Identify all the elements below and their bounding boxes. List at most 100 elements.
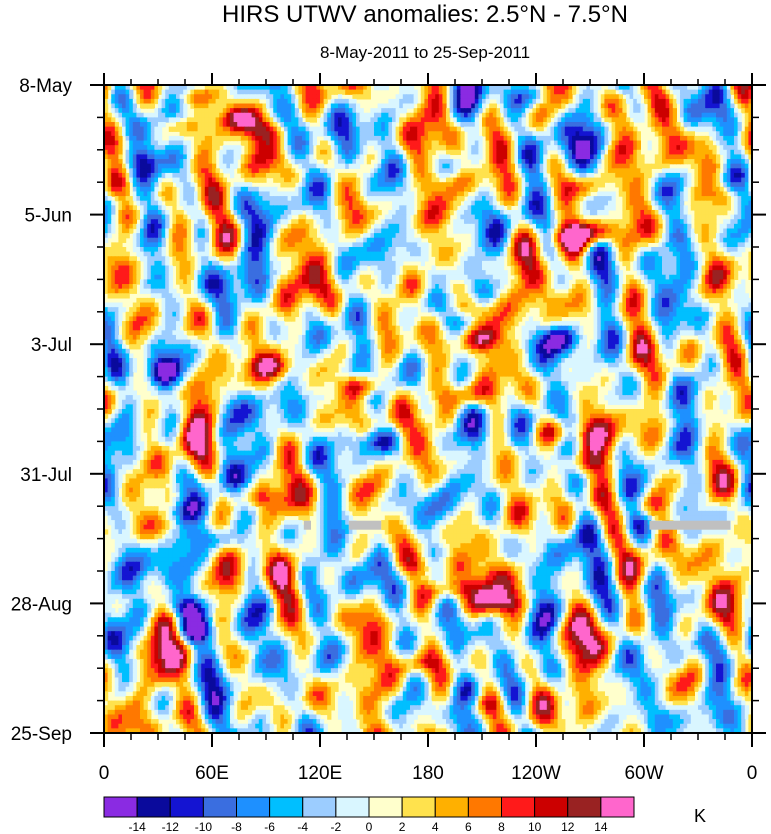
field-cell — [154, 98, 159, 105]
field-cell — [716, 131, 721, 137]
field-cell — [550, 94, 555, 100]
field-cell — [244, 108, 249, 114]
field-cell — [474, 223, 479, 230]
field-cell — [428, 135, 433, 142]
field-cell — [554, 140, 559, 146]
field-cell — [284, 135, 289, 142]
field-cell — [212, 209, 217, 216]
field-cell — [114, 172, 119, 179]
field-cell — [726, 172, 731, 179]
field-cell — [276, 94, 281, 100]
field-cell — [536, 191, 541, 197]
field-cell — [521, 177, 526, 183]
field-cell — [734, 140, 739, 146]
field-cell — [280, 85, 285, 91]
field-cell — [438, 140, 443, 146]
field-cell — [194, 126, 199, 132]
field-cell — [708, 98, 713, 105]
field-cell — [438, 219, 443, 225]
field-cell — [748, 209, 753, 216]
field-cell — [593, 223, 598, 230]
field-cell — [496, 177, 501, 183]
field-cell — [669, 126, 674, 132]
field-cell — [654, 108, 659, 114]
field-cell — [366, 131, 371, 137]
field-cell — [197, 159, 202, 165]
field-cell — [316, 191, 321, 197]
field-cell — [140, 209, 145, 216]
field-cell — [197, 89, 202, 95]
field-cell — [230, 163, 235, 169]
field-cell — [467, 98, 472, 105]
field-cell — [320, 200, 325, 206]
field-cell — [204, 163, 209, 169]
field-cell — [474, 191, 479, 197]
field-cell — [154, 214, 159, 220]
field-cell — [510, 168, 515, 174]
field-cell — [334, 196, 339, 202]
field-cell — [579, 154, 584, 160]
field-cell — [586, 172, 591, 179]
field-cell — [680, 177, 685, 183]
field-cell — [395, 131, 400, 137]
field-cell — [215, 172, 220, 179]
field-cell — [640, 172, 645, 179]
field-cell — [302, 154, 307, 160]
field-cell — [204, 191, 209, 197]
field-cell — [212, 177, 217, 183]
field-cell — [150, 168, 155, 174]
field-cell — [748, 182, 753, 188]
field-cell — [741, 214, 746, 220]
field-cell — [190, 89, 195, 95]
field-cell — [334, 149, 339, 156]
field-cell — [302, 126, 307, 132]
field-cell — [708, 103, 713, 109]
field-cell — [417, 200, 422, 206]
field-cell — [111, 177, 116, 183]
field-cell — [550, 209, 555, 216]
field-cell — [586, 103, 591, 109]
field-cell — [323, 85, 328, 91]
field-cell — [464, 117, 469, 123]
field-cell — [287, 117, 292, 123]
field-cell — [514, 85, 519, 91]
field-cell — [586, 186, 591, 193]
field-cell — [680, 154, 685, 160]
field-cell — [471, 145, 476, 151]
field-cell — [561, 186, 566, 193]
field-cell — [327, 219, 332, 225]
field-cell — [348, 112, 353, 118]
field-cell — [323, 209, 328, 216]
field-cell — [244, 149, 249, 156]
field-cell — [338, 196, 343, 202]
field-cell — [410, 145, 415, 151]
field-cell — [744, 209, 749, 216]
field-cell — [593, 89, 598, 95]
field-cell — [248, 94, 253, 100]
field-cell — [208, 200, 213, 206]
field-cell — [640, 182, 645, 188]
field-cell — [237, 168, 242, 174]
field-cell — [557, 186, 562, 193]
field-cell — [215, 89, 220, 95]
field-cell — [438, 126, 443, 132]
field-cell — [435, 191, 440, 197]
field-cell — [654, 209, 659, 216]
field-cell — [539, 172, 544, 179]
field-cell — [640, 154, 645, 160]
field-cell — [111, 135, 116, 142]
field-cell — [611, 205, 616, 211]
field-cell — [485, 98, 490, 105]
field-cell — [363, 94, 368, 100]
field-cell — [309, 223, 314, 230]
field-cell — [482, 214, 487, 220]
field-cell — [280, 117, 285, 123]
field-cell — [644, 94, 649, 100]
field-cell — [197, 219, 202, 225]
field-cell — [284, 200, 289, 206]
field-cell — [158, 122, 163, 128]
field-cell — [654, 89, 659, 95]
field-cell — [744, 177, 749, 183]
field-cell — [150, 98, 155, 105]
field-cell — [176, 94, 181, 100]
